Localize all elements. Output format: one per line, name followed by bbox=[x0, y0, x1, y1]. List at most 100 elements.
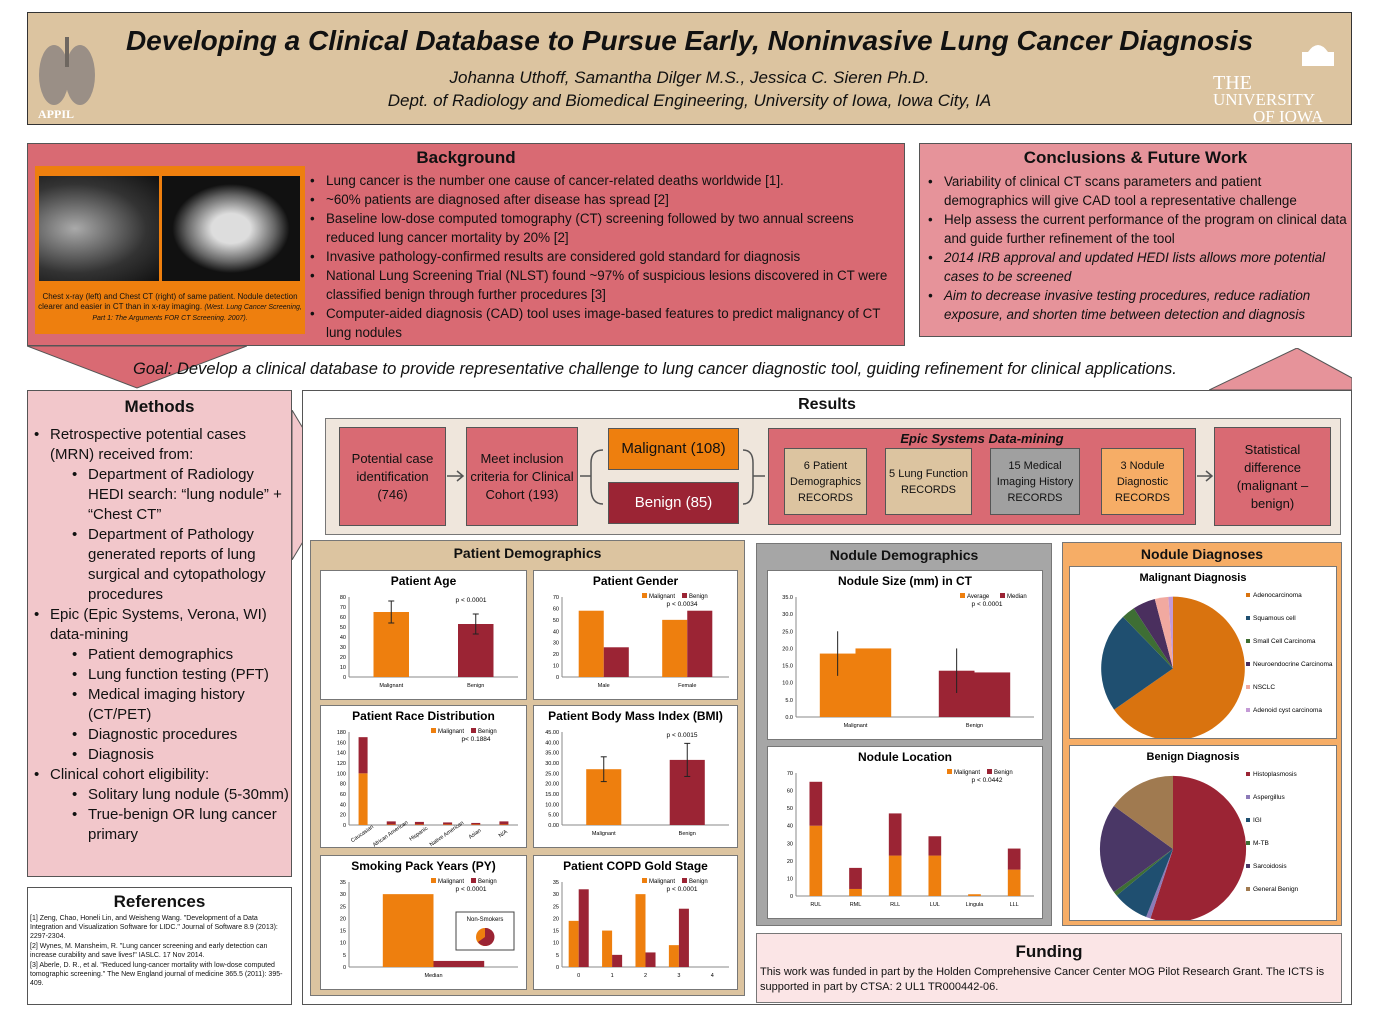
y-tick-label: 25.0 bbox=[782, 629, 793, 635]
bar bbox=[499, 824, 509, 825]
x-tick-label: LUL bbox=[930, 902, 940, 908]
x-tick-label: Malignant bbox=[844, 723, 868, 729]
y-tick-label: 10 bbox=[340, 941, 346, 947]
x-tick-label: LLL bbox=[1010, 902, 1019, 908]
chart-svg: Patient COPD Gold Stage 0 5 10 15 20 25 30 35 0 1 2… bbox=[553, 859, 729, 979]
chart-svg: Patient Body Mass Index (BMI) 0.00 5.00 10.… bbox=[545, 709, 729, 837]
poster-title: Developing a Clinical Database to Pursue… bbox=[125, 25, 1254, 56]
y-tick-label: 20 bbox=[340, 916, 346, 922]
reference-item: [1] Zeng, Chao, Honeli Lin, and Weisheng… bbox=[30, 915, 278, 940]
references-title: References bbox=[113, 892, 206, 911]
chart-race: Patient Race Distribution 0 20 40 60 80 100 120… bbox=[320, 705, 527, 848]
chart-gender: Patient Gender 0 10 20 30 40 50 60 70 Male Female M… bbox=[533, 570, 738, 700]
bar bbox=[855, 648, 892, 717]
background-item: Baseline low-dose computed tomography (C… bbox=[310, 209, 900, 247]
flow-record-demographics: 6 Patient Demographics RECORDS bbox=[784, 448, 867, 515]
bar bbox=[645, 952, 656, 967]
x-tick-label: Malignant bbox=[592, 831, 616, 837]
capitol-icon bbox=[1302, 45, 1334, 66]
methods-subitem: Patient demographics bbox=[72, 645, 289, 665]
legend-swatch bbox=[1246, 795, 1250, 799]
y-tick-label: 30 bbox=[553, 892, 559, 898]
x-tick-label: Hispanic bbox=[408, 826, 429, 843]
bar bbox=[635, 894, 646, 967]
patient-demographics-title: Patient Demographics bbox=[453, 545, 602, 561]
y-tick-label: 60 bbox=[553, 606, 559, 612]
bar bbox=[433, 960, 485, 967]
chest-ct-image bbox=[162, 176, 300, 281]
conclusions-title: Conclusions & Future Work bbox=[1023, 148, 1248, 167]
y-tick-label: 15 bbox=[340, 929, 346, 935]
y-tick-label: 15 bbox=[553, 929, 559, 935]
y-tick-label: 15.0 bbox=[782, 664, 793, 670]
y-tick-label: 10 bbox=[553, 941, 559, 947]
x-tick-label: 4 bbox=[711, 973, 714, 979]
methods-item: Clinical cohort eligibility: bbox=[34, 765, 289, 785]
y-tick-label: 0.0 bbox=[785, 715, 793, 721]
chart-svg: Patient Age 0 10 20 30 40 50 60 70 80 Malignant Ben… bbox=[340, 574, 518, 689]
chart-title: Patient Gender bbox=[593, 574, 679, 588]
background-item: Invasive pathology-confirmed results are… bbox=[310, 247, 900, 266]
epic-title: Epic Systems Data-mining bbox=[900, 431, 1064, 446]
conclusions-arrow bbox=[1209, 348, 1352, 391]
y-tick-label: 120 bbox=[337, 761, 346, 767]
y-tick-label: 40 bbox=[553, 629, 559, 635]
y-tick-label: 30 bbox=[340, 645, 346, 651]
bar bbox=[443, 822, 453, 825]
pie-slice bbox=[1133, 599, 1173, 669]
x-tick-label: N/A bbox=[498, 829, 509, 839]
inset-label: Non-Smokers bbox=[467, 917, 504, 923]
y-tick-label: 25 bbox=[553, 904, 559, 910]
bar bbox=[888, 855, 902, 896]
y-tick-label: 35.0 bbox=[782, 595, 793, 601]
annotation: p< 0.1884 bbox=[461, 736, 490, 743]
chart-svg: Nodule Size (mm) in CT 0.0 5.0 10.0 15.0 20.0… bbox=[782, 574, 1034, 729]
pie-slice bbox=[1113, 775, 1173, 849]
flow-connectors bbox=[447, 449, 1214, 505]
pie-slice bbox=[1146, 849, 1173, 919]
legend-label: Sarcoidosis bbox=[1253, 863, 1287, 870]
x-tick-label: Benign bbox=[966, 723, 983, 729]
bar bbox=[668, 945, 679, 967]
bar bbox=[1007, 869, 1021, 896]
annotation: p < 0.0442 bbox=[972, 777, 1003, 784]
methods-subitem: True-benign OR lung cancer primary bbox=[72, 805, 289, 845]
methods-subitem: Solitary lung nodule (5-30mm) bbox=[72, 785, 289, 805]
background-arrow bbox=[27, 346, 247, 389]
y-tick-label: 35.00 bbox=[545, 751, 559, 757]
pie-slice bbox=[1154, 596, 1173, 669]
chart-svg: Nodule Location 0 10 20 30 40 50 60 70 RUL RML RLL L… bbox=[787, 750, 1034, 908]
methods-content: Retrospective potential cases (MRN) rece… bbox=[34, 425, 289, 845]
bar bbox=[678, 908, 689, 967]
x-tick-label: 1 bbox=[611, 973, 614, 979]
legend-swatch bbox=[1246, 887, 1250, 891]
legend-label: Aspergillus bbox=[1253, 794, 1286, 801]
legend-label: Adenocarcinoma bbox=[1253, 592, 1302, 599]
chest-xray-image bbox=[39, 176, 159, 281]
y-tick-label: 0 bbox=[556, 965, 559, 971]
bar bbox=[358, 773, 368, 825]
legend-swatch bbox=[642, 878, 647, 883]
bar bbox=[414, 821, 424, 825]
bar bbox=[849, 888, 862, 896]
legend-swatch bbox=[642, 593, 647, 598]
y-tick-label: 40 bbox=[340, 635, 346, 641]
y-tick-label: 20 bbox=[340, 655, 346, 661]
y-tick-label: 40 bbox=[787, 824, 793, 830]
y-tick-label: 10 bbox=[787, 876, 793, 882]
legend-swatch bbox=[471, 728, 476, 733]
y-tick-label: 60 bbox=[340, 792, 346, 798]
legend-label: M-TB bbox=[1253, 840, 1269, 847]
x-tick-label: RUL bbox=[810, 902, 821, 908]
chart-title: Malignant Diagnosis bbox=[1140, 572, 1247, 584]
methods-subitem: Diagnostic procedures bbox=[72, 725, 289, 745]
legend-label: General Benign bbox=[1253, 886, 1299, 893]
flow-inclusion: Meet inclusion criteria for Clinical Coh… bbox=[466, 427, 578, 526]
bar bbox=[386, 824, 396, 825]
caption-text: Chest x-ray (left) and Chest CT (right) … bbox=[38, 292, 298, 311]
y-tick-label: 160 bbox=[337, 740, 346, 746]
y-tick-label: 100 bbox=[337, 771, 346, 777]
y-tick-label: 30 bbox=[340, 892, 346, 898]
pie-slice bbox=[1114, 596, 1245, 738]
logo-text: APPIL bbox=[38, 107, 74, 121]
